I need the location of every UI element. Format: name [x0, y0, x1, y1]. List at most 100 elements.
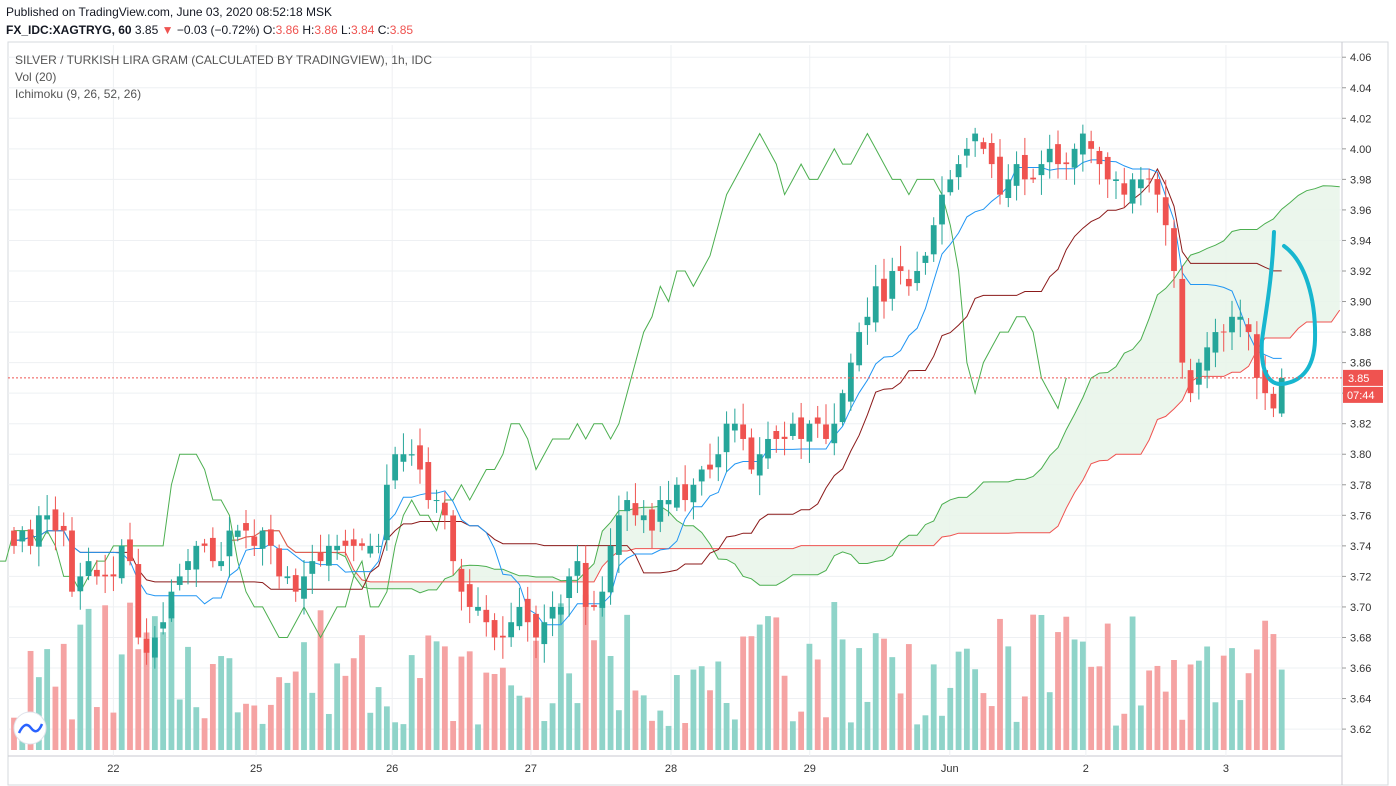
candle-body [533, 613, 539, 638]
y-tick-label: 4.06 [1350, 52, 1371, 64]
chart-frame [7, 41, 1389, 786]
volume-bar [193, 707, 200, 750]
candle-body [209, 537, 216, 562]
volume-bar [649, 720, 655, 750]
volume-bar [839, 639, 846, 750]
volume-bar [1204, 646, 1211, 750]
volume-bar [1245, 673, 1252, 750]
volume-bar [433, 641, 440, 750]
volume-bar [483, 672, 490, 750]
candle-body [823, 424, 829, 439]
candle-body [524, 598, 531, 623]
candle-body [475, 606, 481, 611]
down-arrow-icon: ▼ [161, 23, 174, 37]
y-tick-label: 3.82 [1350, 419, 1371, 431]
ichimoku-cloud [229, 185, 1340, 593]
candle-body [1071, 148, 1078, 168]
candle-body [1270, 393, 1277, 409]
ichimoku-legend[interactable]: Ichimoku (9, 26, 52, 26) [15, 87, 142, 101]
volume-bar [367, 712, 374, 750]
candle-body [276, 548, 283, 577]
volume-bar [624, 614, 631, 750]
candle-body [814, 417, 821, 424]
candle-body [930, 225, 937, 255]
volume-bar [1154, 665, 1161, 750]
y-tick-label: 3.90 [1350, 297, 1371, 309]
y-tick-label: 3.72 [1350, 571, 1371, 583]
y-tick-label: 3.70 [1350, 602, 1371, 614]
volume-bar [1129, 616, 1136, 750]
candle-body [441, 502, 448, 516]
candle-body [383, 484, 390, 541]
chart-header: Published on TradingView.com, June 03, 2… [6, 3, 413, 39]
y-tick-label: 3.92 [1350, 266, 1371, 278]
candle-body [1096, 150, 1103, 165]
candle-body [1137, 179, 1144, 189]
volume-bar [1212, 702, 1219, 750]
candle-body [168, 591, 175, 619]
tenkan-sen [13, 159, 1282, 626]
volume-bar [359, 635, 365, 750]
candle-body [649, 509, 655, 531]
volume-legend[interactable]: Vol (20) [15, 70, 57, 84]
candle-body [657, 500, 664, 522]
y-tick-label: 3.76 [1350, 510, 1371, 522]
y-tick-label: 4.04 [1350, 83, 1371, 95]
volume-bar [292, 671, 299, 750]
candle-body [118, 545, 125, 579]
candle-body [707, 464, 713, 470]
candle-body [234, 530, 241, 537]
volume-bar [847, 722, 854, 750]
volume-bar [417, 678, 423, 750]
candle-body [963, 148, 970, 156]
candle-body [77, 576, 84, 592]
candle-body [450, 515, 457, 562]
time-axis[interactable]: 22 25 26 27 28 29 Jun 2 3 [107, 763, 1229, 775]
candle-body [1171, 228, 1177, 271]
ichimoku-lines [0, 132, 1341, 639]
volume-bar [143, 632, 150, 750]
candle-body [1088, 141, 1095, 149]
annotation-stroke [1259, 230, 1318, 386]
volume-bar [756, 624, 763, 750]
volume-bar [541, 721, 548, 750]
volume-bar [798, 711, 805, 750]
candle-body [847, 362, 854, 402]
candle-body [1253, 334, 1260, 378]
candle-body [1187, 370, 1194, 394]
volume-bar [325, 713, 332, 750]
candle-body [731, 423, 738, 431]
candle-body [889, 270, 896, 299]
candle-body [997, 156, 1003, 195]
y-tick-label: 3.80 [1350, 449, 1371, 461]
candle-body [615, 515, 622, 555]
volume-bar [914, 724, 921, 750]
volume-bar [1121, 713, 1128, 750]
volume-bar [740, 636, 747, 750]
candle-body [458, 568, 465, 592]
candle-body [1212, 332, 1219, 353]
symbol-ohlc-row: FX_IDC:XAGTRYG, 60 3.85 ▼ −0.03 (−0.72%)… [6, 21, 413, 39]
candle-body [723, 423, 730, 453]
x-tick-label: 22 [107, 763, 119, 775]
candle-body [980, 142, 987, 149]
candle-body [60, 525, 67, 531]
candle-body [218, 561, 225, 567]
freehand-annotation[interactable] [13, 230, 1318, 745]
candle-body [748, 437, 755, 470]
volume-bar [491, 673, 498, 750]
y-tick-label: 4.00 [1350, 144, 1371, 156]
candle-body [582, 562, 589, 607]
volume-bar [127, 602, 133, 750]
volume-bar [466, 651, 473, 750]
candle-body [69, 530, 75, 592]
candle-body [1245, 324, 1252, 333]
volume-bar [831, 602, 838, 750]
y-tick-label: 3.94 [1350, 235, 1371, 247]
volume-bar [259, 723, 266, 750]
price-change: −0.03 (−0.72%) [176, 23, 260, 37]
volume-bar [723, 702, 730, 750]
volume-bar [27, 650, 34, 750]
series-title[interactable]: SILVER / TURKISH LIRA GRAM (CALCULATED B… [15, 53, 432, 67]
